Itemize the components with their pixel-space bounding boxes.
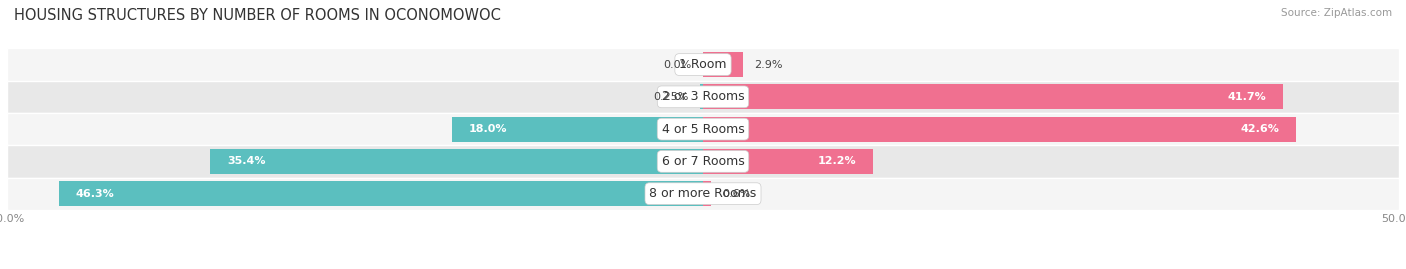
Text: 35.4%: 35.4% bbox=[226, 156, 266, 167]
Bar bbox=[703, 181, 711, 206]
Text: 2.9%: 2.9% bbox=[755, 59, 783, 70]
Text: 8 or more Rooms: 8 or more Rooms bbox=[650, 187, 756, 200]
Text: 0.0%: 0.0% bbox=[664, 59, 692, 70]
Text: 12.2%: 12.2% bbox=[817, 156, 856, 167]
Bar bbox=[703, 52, 744, 77]
FancyBboxPatch shape bbox=[7, 113, 1399, 145]
Bar bbox=[703, 116, 1296, 142]
Text: 2 or 3 Rooms: 2 or 3 Rooms bbox=[662, 90, 744, 103]
Text: 41.7%: 41.7% bbox=[1227, 92, 1267, 102]
Bar bbox=[59, 181, 703, 206]
FancyBboxPatch shape bbox=[7, 81, 1399, 113]
FancyBboxPatch shape bbox=[7, 178, 1399, 210]
Bar bbox=[703, 84, 1284, 109]
Text: 6 or 7 Rooms: 6 or 7 Rooms bbox=[662, 155, 744, 168]
Text: Source: ZipAtlas.com: Source: ZipAtlas.com bbox=[1281, 8, 1392, 18]
Bar bbox=[211, 149, 703, 174]
Bar bbox=[700, 84, 703, 109]
FancyBboxPatch shape bbox=[7, 48, 1399, 81]
Text: 4 or 5 Rooms: 4 or 5 Rooms bbox=[662, 123, 744, 136]
Text: 0.6%: 0.6% bbox=[723, 189, 751, 199]
Bar bbox=[453, 116, 703, 142]
Text: 42.6%: 42.6% bbox=[1240, 124, 1279, 134]
FancyBboxPatch shape bbox=[7, 145, 1399, 178]
Text: 0.25%: 0.25% bbox=[652, 92, 689, 102]
Text: 1 Room: 1 Room bbox=[679, 58, 727, 71]
Text: 18.0%: 18.0% bbox=[470, 124, 508, 134]
Text: HOUSING STRUCTURES BY NUMBER OF ROOMS IN OCONOMOWOC: HOUSING STRUCTURES BY NUMBER OF ROOMS IN… bbox=[14, 8, 501, 23]
Bar bbox=[703, 149, 873, 174]
Text: 46.3%: 46.3% bbox=[76, 189, 114, 199]
